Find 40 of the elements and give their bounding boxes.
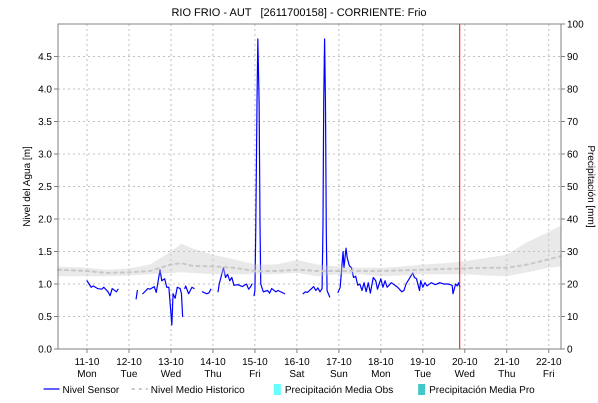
x-tick-label: 19-10 Tue bbox=[410, 357, 436, 380]
y2-axis-title: Precipitación [mm] bbox=[585, 145, 596, 228]
y-tick-label: 2.5 bbox=[38, 182, 52, 193]
x-tick-label: 13-10 Wed bbox=[158, 357, 184, 380]
x-tick-label: 22-10 Fri bbox=[536, 357, 562, 380]
y2-tick-label: 30 bbox=[567, 247, 579, 258]
y2-tick-label: 70 bbox=[567, 117, 579, 128]
y-tick-label: 2.0 bbox=[38, 214, 52, 226]
x-tick-label: 16-10 Sat bbox=[284, 357, 310, 380]
x-tick-label: 20-10 Wed bbox=[452, 357, 478, 380]
x-tick-label: 14-10 Thu bbox=[200, 357, 226, 380]
legend-label: Nivel Sensor bbox=[62, 385, 120, 396]
y2-tick-label: 50 bbox=[567, 182, 579, 193]
y2-tick-label: 20 bbox=[567, 280, 579, 290]
y2-tick-label: 10 bbox=[567, 312, 579, 323]
y-tick-label: 3.0 bbox=[38, 150, 52, 160]
x-tick-label: 15-10 Fri bbox=[242, 357, 268, 380]
legend-label: Nivel Medio Historico bbox=[150, 385, 246, 396]
legend-label: Precipitación Media Obs bbox=[284, 385, 394, 396]
chart-title: RIO FRIO - AUT [2611700158] - CORRIENTE: Frio bbox=[171, 7, 427, 19]
y-tick-label: 1.0 bbox=[38, 280, 52, 290]
y-tick-label: 0.5 bbox=[38, 312, 52, 323]
x-tick-label: 12-10 Tue bbox=[116, 357, 142, 380]
y-tick-label: 0.0 bbox=[38, 344, 52, 356]
y-tick-label: 4.0 bbox=[38, 84, 52, 96]
y-axis-title: Nivel del Agua [m] bbox=[22, 146, 33, 227]
x-tick-label: 11-10 Mon bbox=[74, 357, 100, 380]
y2-tick-label: 80 bbox=[567, 84, 579, 96]
y2-tick-label: 60 bbox=[567, 150, 579, 160]
y-tick-label: 3.5 bbox=[38, 117, 52, 128]
y2-tick-label: 40 bbox=[567, 214, 579, 226]
x-tick-label: 18-10 Mon bbox=[368, 357, 394, 380]
y-tick-label: 1.5 bbox=[38, 247, 52, 258]
y2-tick-label: 0 bbox=[567, 344, 573, 356]
x-tick-label: 17-10 Sun bbox=[326, 357, 352, 380]
y2-tick-label: 90 bbox=[567, 52, 579, 63]
legend-label: Precipitación Media Pro bbox=[429, 385, 536, 396]
y-tick-label: 4.5 bbox=[38, 52, 52, 63]
y2-tick-label: 100 bbox=[567, 20, 584, 30]
x-tick-label: 21-10 Thu bbox=[494, 357, 520, 380]
